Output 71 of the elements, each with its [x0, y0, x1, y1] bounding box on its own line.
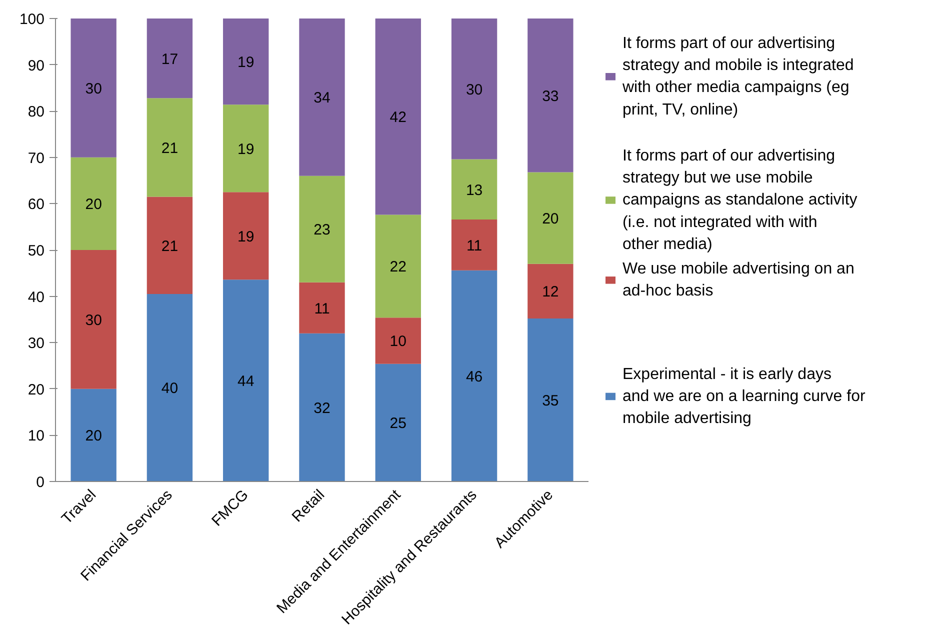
bar	[451, 270, 498, 482]
bar	[223, 104, 269, 192]
data-label: 33	[542, 88, 559, 105]
y-tick-label: 60	[28, 196, 45, 214]
bar	[299, 18, 345, 176]
data-label: 10	[390, 333, 406, 350]
data-label: 12	[542, 284, 559, 301]
bar	[375, 18, 421, 215]
y-tick-label: 0	[36, 474, 44, 491]
data-label: 21	[161, 238, 178, 255]
data-label: 20	[542, 210, 559, 228]
bar	[223, 18, 269, 105]
data-label: 22	[390, 258, 406, 276]
bar	[70, 250, 116, 389]
y-tick-label: 40	[28, 288, 45, 306]
legend-label: It forms part of our advertising strategy but we use mobile campaigns as standalone activity (i.e. not integrated with with other media)	[622, 148, 858, 253]
bar	[223, 192, 269, 280]
bar	[451, 159, 498, 220]
data-label: 30	[85, 312, 102, 329]
bar	[70, 157, 116, 250]
data-label: 19	[238, 228, 254, 246]
data-label: 34	[314, 90, 330, 107]
legend-label: It forms part of our advertising strategy and mobile is integrated with other media campaigns (eg print, TV, online)	[622, 35, 854, 118]
y-tick-label: 70	[28, 150, 45, 167]
bar	[299, 333, 345, 482]
bar	[299, 282, 345, 334]
y-tick-label: 90	[28, 57, 45, 74]
data-label: 40	[161, 380, 178, 398]
data-label: 32	[314, 400, 330, 417]
bar	[299, 176, 345, 282]
data-label: 30	[466, 81, 483, 98]
data-label: 46	[466, 368, 483, 386]
data-label: 19	[238, 54, 254, 72]
bar	[451, 219, 498, 270]
bar	[375, 364, 421, 482]
bar	[70, 388, 116, 482]
bar	[146, 196, 193, 294]
bar	[528, 318, 574, 482]
data-label: 23	[314, 222, 330, 239]
data-label: 17	[161, 50, 178, 68]
data-label: 44	[238, 373, 254, 390]
data-label: 11	[466, 237, 482, 254]
y-tick-label: 20	[28, 381, 45, 398]
y-tick-label: 50	[28, 242, 45, 260]
data-label: 35	[542, 392, 559, 410]
data-label: 21	[161, 140, 178, 157]
bar	[70, 18, 116, 158]
data-label: 20	[85, 428, 102, 445]
y-tick-label: 30	[28, 335, 45, 352]
bar	[146, 294, 193, 482]
bar	[528, 172, 574, 264]
data-label: 25	[390, 415, 406, 432]
bar	[451, 18, 498, 160]
legend-label: We use mobile advertising on an ad-hoc basis	[622, 260, 854, 300]
data-label: 42	[390, 109, 406, 126]
data-label: 19	[238, 140, 254, 158]
data-label: 13	[466, 182, 483, 199]
bar	[375, 214, 421, 318]
bar	[146, 18, 193, 98]
data-label: 11	[314, 300, 330, 318]
y-tick-label: 80	[28, 104, 45, 121]
y-tick-label: 100	[19, 11, 45, 28]
legend-label: Experimental - it is early days and we are on a learning curve for mobile advertising	[622, 366, 866, 428]
bar	[223, 280, 269, 482]
bar	[528, 264, 574, 319]
data-label: 20	[85, 196, 102, 214]
bar	[528, 18, 574, 172]
y-tick-label: 10	[28, 428, 45, 445]
data-label: 30	[85, 80, 102, 98]
bar	[146, 98, 193, 197]
bar	[375, 318, 421, 364]
